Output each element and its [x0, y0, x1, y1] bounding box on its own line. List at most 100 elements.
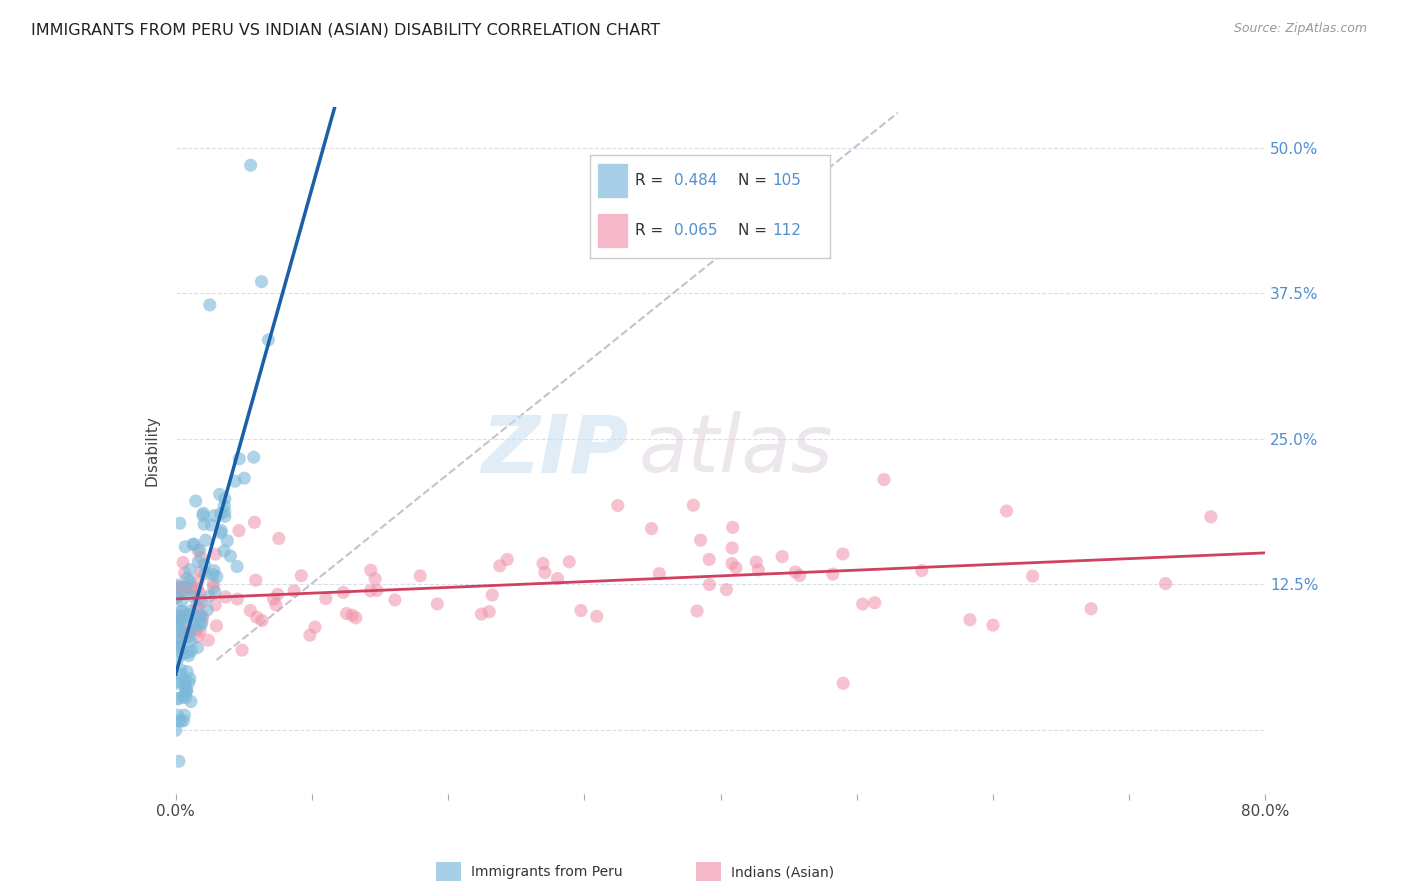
Point: [228, 524, 250, 538]
Point: [170, 583, 193, 598]
Point: [770, 549, 793, 564]
Point: [170, 594, 193, 608]
Text: 105: 105: [772, 173, 801, 188]
Point: [344, 611, 367, 625]
Point: [172, 627, 194, 641]
Text: IMMIGRANTS FROM PERU VS INDIAN (ASIAN) DISABILITY CORRELATION CHART: IMMIGRANTS FROM PERU VS INDIAN (ASIAN) D…: [31, 22, 659, 37]
Point: [193, 558, 215, 572]
Point: [205, 570, 228, 584]
Point: [821, 567, 844, 582]
Point: [873, 473, 896, 487]
Point: [193, 517, 215, 532]
Point: [959, 613, 981, 627]
Point: [170, 624, 193, 639]
Point: [911, 564, 934, 578]
Point: [166, 582, 188, 596]
Point: [169, 639, 191, 653]
Point: [243, 516, 266, 530]
Point: [184, 494, 207, 508]
Point: [245, 573, 267, 587]
Point: [172, 690, 194, 704]
Point: [180, 643, 202, 657]
Point: [228, 451, 250, 466]
Point: [169, 586, 191, 600]
Point: [172, 613, 194, 627]
Point: [496, 552, 519, 566]
Point: [179, 672, 201, 686]
Point: [606, 499, 628, 513]
Point: [167, 754, 190, 768]
Point: [181, 582, 204, 596]
Text: N =: N =: [738, 223, 772, 238]
Point: [188, 608, 211, 623]
Point: [174, 540, 197, 554]
Point: [169, 608, 191, 623]
Point: [174, 679, 197, 693]
Point: [852, 597, 875, 611]
Point: [197, 633, 219, 648]
Point: [239, 603, 262, 617]
Point: [166, 581, 188, 595]
Point: [177, 648, 200, 663]
Point: [173, 708, 195, 723]
Point: [188, 609, 211, 624]
Point: [166, 591, 188, 605]
Point: [180, 604, 202, 618]
Point: [257, 333, 280, 347]
Point: [250, 275, 273, 289]
Point: [315, 591, 337, 606]
Point: [214, 509, 236, 524]
Point: [177, 630, 200, 644]
Point: [231, 643, 253, 657]
Point: [214, 505, 236, 519]
Point: [384, 593, 406, 607]
Point: [1021, 569, 1043, 583]
Point: [534, 566, 557, 580]
Point: [547, 572, 569, 586]
Point: [198, 298, 221, 312]
Point: [169, 667, 191, 681]
Point: [177, 646, 200, 660]
Point: [214, 491, 236, 506]
Point: [181, 589, 204, 603]
Point: [1154, 576, 1177, 591]
Point: [204, 547, 226, 561]
Point: [167, 636, 190, 650]
Point: [250, 614, 273, 628]
Point: [179, 626, 201, 640]
Point: [304, 620, 326, 634]
Point: [194, 533, 217, 548]
Point: [193, 506, 215, 520]
Point: [179, 563, 201, 577]
Point: [194, 566, 217, 581]
Point: [191, 611, 214, 625]
Point: [721, 541, 744, 555]
Point: [364, 572, 387, 586]
Point: [170, 604, 193, 618]
Point: [172, 714, 194, 728]
Point: [202, 564, 225, 578]
Point: [981, 618, 1004, 632]
Point: [187, 543, 209, 558]
Point: [202, 581, 225, 595]
Point: [188, 543, 211, 558]
Point: [166, 624, 188, 639]
Point: [360, 563, 382, 577]
Point: [174, 673, 197, 688]
Point: [209, 507, 232, 521]
Text: 0.484: 0.484: [673, 173, 717, 188]
Point: [721, 520, 744, 534]
Point: [204, 585, 226, 599]
Point: [342, 608, 364, 623]
Point: [166, 637, 188, 651]
Point: [217, 533, 239, 548]
Bar: [598, 163, 628, 198]
Point: [198, 590, 221, 604]
Point: [167, 691, 190, 706]
Point: [569, 603, 592, 617]
Point: [205, 619, 228, 633]
Point: [699, 577, 721, 591]
Point: [190, 565, 212, 579]
Point: [716, 582, 738, 597]
Point: [172, 609, 194, 624]
